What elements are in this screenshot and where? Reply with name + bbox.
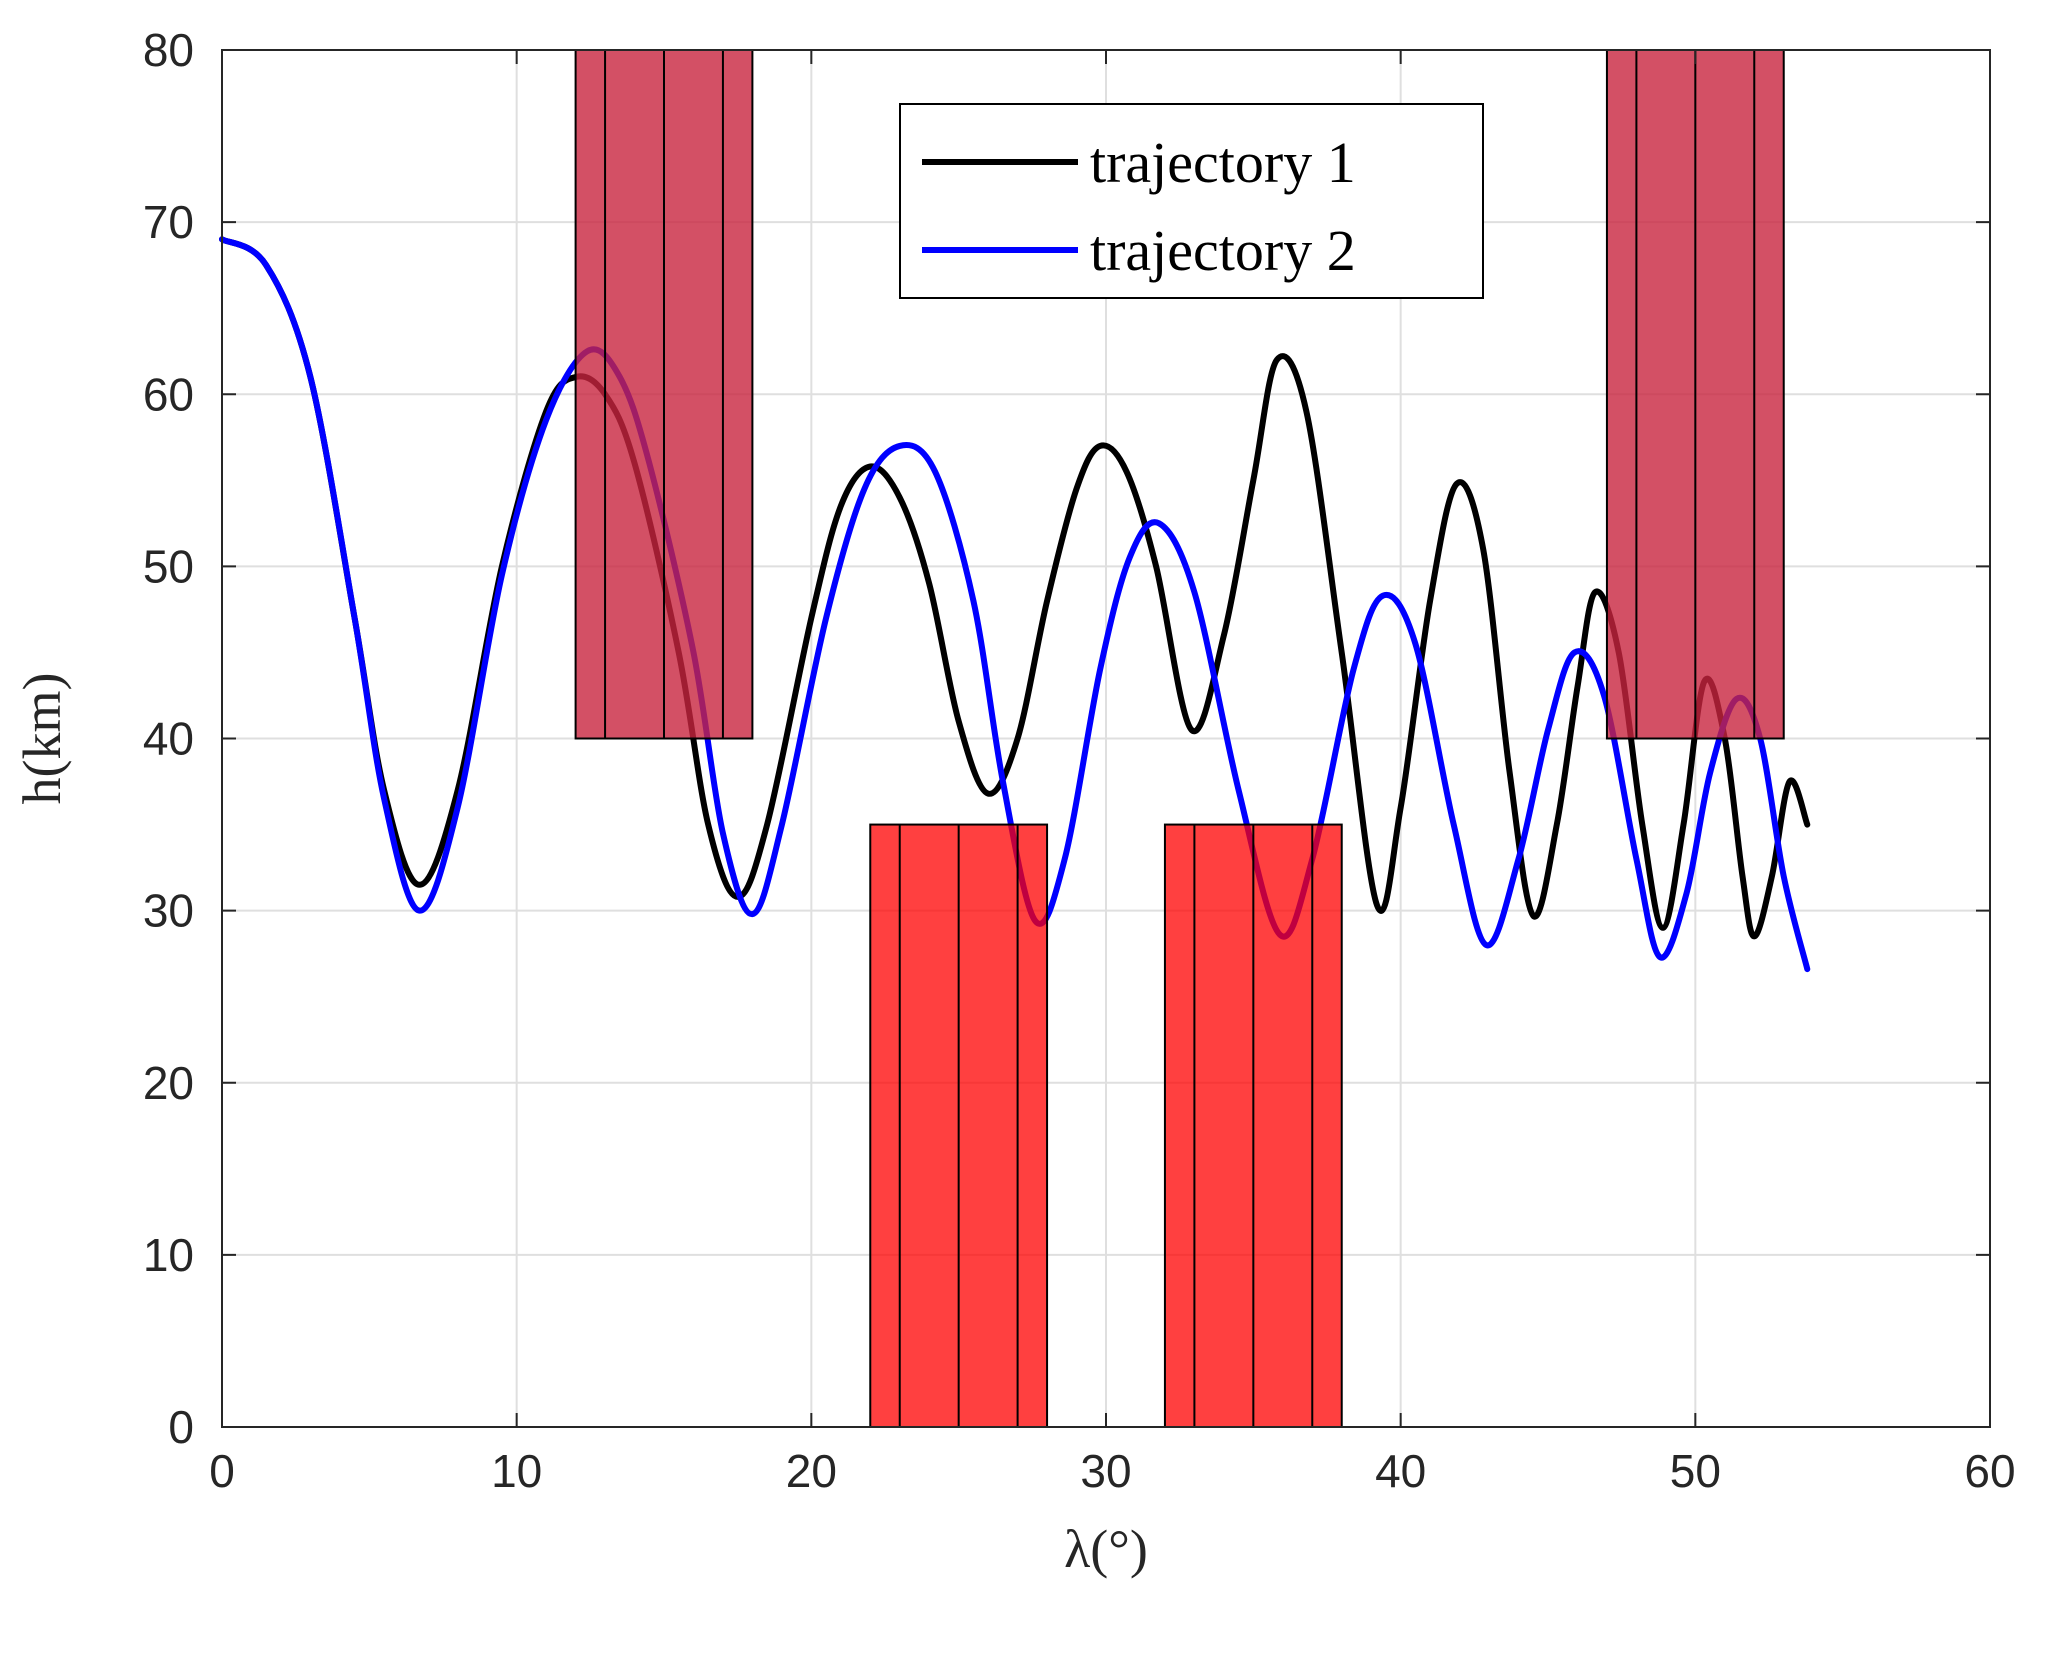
forbidden-regions — [574, 49, 1785, 1428]
y-tick-label: 70 — [143, 196, 194, 248]
x-tick-label: 0 — [209, 1445, 235, 1497]
y-tick-label: 80 — [143, 24, 194, 76]
y-tick-label: 20 — [143, 1057, 194, 1109]
x-tick-label: 40 — [1375, 1445, 1426, 1497]
y-tick-label: 40 — [143, 713, 194, 765]
x-tick-label: 10 — [491, 1445, 542, 1497]
legend-label: trajectory 1 — [1090, 130, 1356, 195]
x-tick-label: 30 — [1080, 1445, 1131, 1497]
y-tick-label: 0 — [168, 1401, 194, 1453]
x-axis-ticks: 0 10 20 30 40 50 60 — [209, 50, 2016, 1497]
legend-label: trajectory 2 — [1090, 218, 1356, 283]
x-tick-label: 20 — [786, 1445, 837, 1497]
y-axis-ticks: 0 10 20 30 40 50 60 70 80 — [143, 24, 1990, 1453]
y-tick-label: 30 — [143, 885, 194, 937]
y-tick-label: 50 — [143, 540, 194, 592]
y-axis-label: h(km) — [12, 673, 72, 805]
y-tick-label: 60 — [143, 368, 194, 420]
series-line-trajectory-2 — [219, 236, 1811, 973]
y-tick-label: 10 — [143, 1229, 194, 1281]
legend: trajectory 1 trajectory 2 — [899, 103, 1484, 299]
x-axis-label: λ(°) — [1064, 1519, 1148, 1579]
x-tick-label: 60 — [1964, 1445, 2015, 1497]
x-tick-label: 50 — [1670, 1445, 1721, 1497]
legend-box — [899, 103, 1484, 299]
